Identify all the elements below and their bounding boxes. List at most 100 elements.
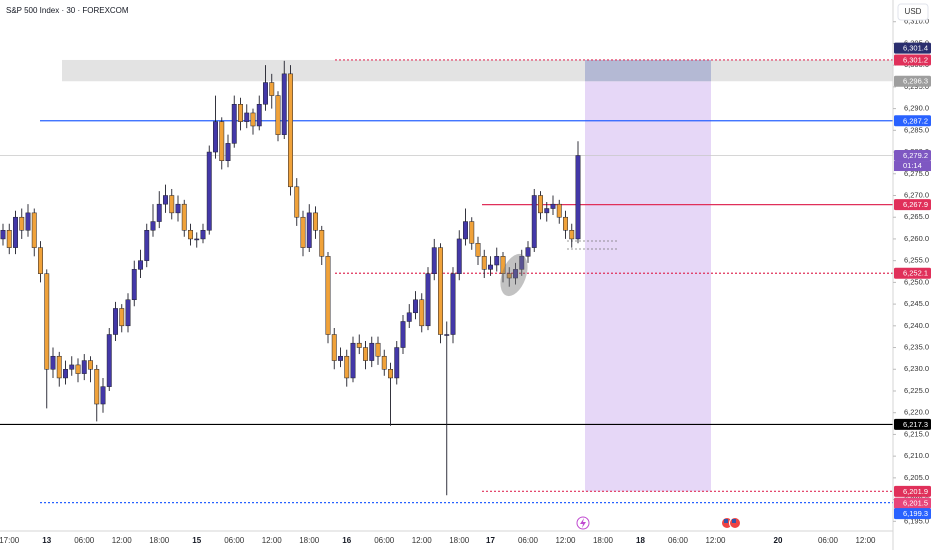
candle-body [31, 212, 37, 248]
candle-body [363, 347, 368, 361]
price-badge-label: 6,201.9 [903, 487, 928, 496]
candle-body [0, 229, 6, 240]
price-badge-label: 6,296.3 [903, 77, 928, 86]
candle-body [163, 195, 168, 205]
x-tick-label: 17 [486, 536, 495, 545]
candle-body [244, 112, 250, 122]
candle-body [156, 203, 162, 222]
candle-body [369, 342, 375, 361]
candle-body [119, 308, 125, 327]
candle-body [106, 334, 112, 387]
countdown-badge [894, 161, 931, 172]
plot-area [0, 59, 893, 504]
candle-body [13, 216, 18, 248]
candle-body [188, 229, 193, 240]
candle-body [469, 221, 475, 244]
x-tick-label: 06:00 [518, 536, 539, 545]
candle-body [556, 203, 562, 218]
candle-body [256, 104, 262, 127]
currency-box[interactable] [897, 3, 929, 21]
price-badge [894, 199, 931, 211]
candle-body [56, 355, 62, 379]
x-tick-label: 06:00 [374, 536, 395, 545]
candle-body [219, 121, 225, 161]
candle-body [194, 238, 200, 241]
y-tick-label: 6,230.0 [904, 364, 929, 373]
x-tick-label: 12:00 [705, 536, 726, 545]
candle-body [500, 256, 506, 274]
price-badge [894, 42, 931, 54]
candle-body [19, 216, 25, 231]
flag-canton [724, 519, 728, 523]
supply-zone [62, 59, 893, 82]
stop-box [585, 59, 711, 82]
candle-body [388, 369, 393, 379]
x-tick-label: 06:00 [74, 536, 95, 545]
y-tick-label: 6,285.0 [904, 125, 929, 134]
y-tick-label: 6,195.0 [904, 516, 929, 525]
candle-body [200, 229, 206, 240]
candle-body [213, 121, 218, 153]
candle-body [450, 273, 456, 335]
price-badge [894, 418, 931, 430]
candle-body [38, 247, 43, 274]
y-tick-label: 6,265.0 [904, 212, 929, 221]
candle-body [175, 203, 181, 214]
candle-body [338, 355, 343, 361]
event-bolt[interactable] [580, 518, 586, 528]
candle-body [69, 364, 75, 370]
candle-body [481, 256, 487, 270]
candle-body [506, 273, 512, 279]
y-tick-label: 6,310.0 [904, 17, 929, 26]
candle-body [238, 104, 243, 122]
y-tick-label: 6,290.0 [904, 104, 929, 113]
x-tick-label: 12:00 [555, 536, 576, 545]
y-tick-label: 6,240.0 [904, 321, 929, 330]
price-badge [894, 150, 931, 162]
symbol-title: S&P 500 Index · 30 · FOREXCOM [6, 6, 129, 15]
candle-body [519, 256, 525, 270]
candle-body [25, 212, 31, 231]
candle-body [438, 247, 443, 335]
price-badge-label: 6,267.9 [903, 200, 928, 209]
y-tick-label: 6,250.0 [904, 277, 929, 286]
candle-body [144, 229, 150, 261]
price-badge [894, 54, 931, 66]
x-tick-label: 17:00 [0, 536, 20, 545]
candle-body [88, 360, 93, 370]
price-badge-label: 6,252.1 [903, 269, 928, 278]
candle-body [75, 364, 81, 374]
y-tick-label: 6,270.0 [904, 190, 929, 199]
candle-body [63, 369, 68, 379]
candle-body [138, 260, 143, 270]
candle-body [281, 73, 287, 135]
candle-body [250, 112, 256, 127]
candle-body [356, 342, 362, 348]
price-badge [894, 497, 931, 509]
x-tick-label: 18:00 [593, 536, 614, 545]
candle-body [406, 312, 412, 322]
currency[interactable]: USD [905, 7, 922, 16]
x-tick-label: 20 [774, 536, 783, 545]
candle-body [81, 360, 87, 374]
candle-body [494, 256, 500, 266]
candle-body [231, 104, 237, 144]
candle-body [275, 95, 281, 135]
flag-icons[interactable] [721, 517, 741, 529]
candle-body [294, 186, 300, 218]
highlight-ellipse [500, 253, 528, 297]
x-tick-label: 06:00 [818, 536, 839, 545]
candle-body [488, 264, 493, 270]
price-badge-label: 6,301.4 [903, 44, 928, 53]
y-tick-label: 6,225.0 [904, 386, 929, 395]
candle-body [394, 347, 400, 379]
candle-body [100, 386, 106, 405]
price-badge-label: 6,279.2 [903, 151, 928, 160]
candle-body [300, 216, 306, 248]
price-badge [894, 115, 931, 127]
candle-body [44, 273, 50, 370]
event-icon[interactable] [576, 516, 590, 530]
target-box [585, 81, 711, 492]
